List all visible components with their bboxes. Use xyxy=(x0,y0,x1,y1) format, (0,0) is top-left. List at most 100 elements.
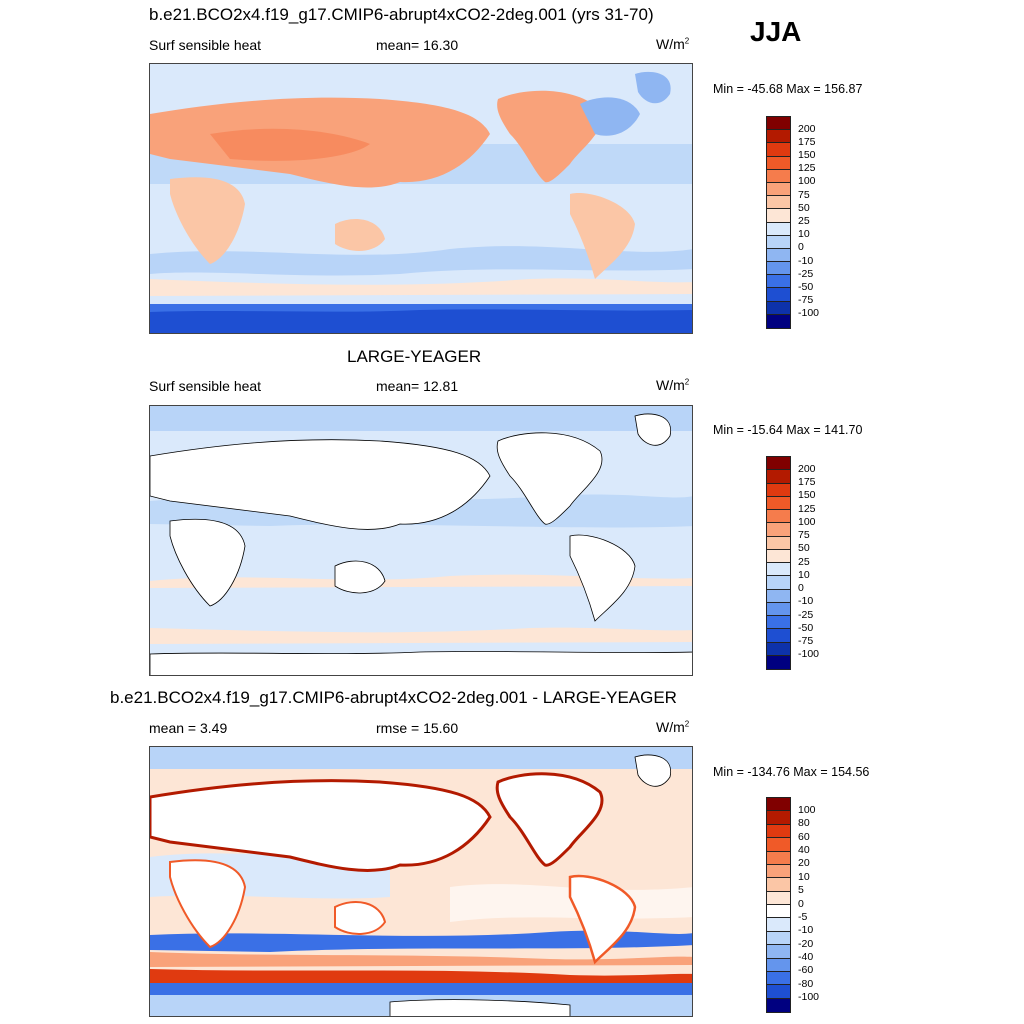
panel-2-units: W/m2 xyxy=(656,377,690,393)
colorbar-swatch xyxy=(767,549,790,563)
colorbar-tick-label: 10 xyxy=(798,228,810,241)
colorbar-swatch xyxy=(767,117,790,131)
colorbar-tick-label: 75 xyxy=(798,529,810,541)
colorbar-tick-label: -100 xyxy=(798,991,820,1004)
colorbar-swatch xyxy=(767,918,790,932)
colorbar-swatch xyxy=(767,209,790,223)
colorbar-tick-label: 0 xyxy=(798,897,804,910)
panel-2-mean-label: mean= 12.81 xyxy=(376,378,459,394)
colorbar-tick-label: 150 xyxy=(798,489,816,502)
panel-2-map xyxy=(149,405,693,676)
colorbar-tick-label: 60 xyxy=(798,830,810,843)
colorbar-tick-label: -25 xyxy=(798,267,814,280)
panel-3-min-max: Min = -134.76 Max = 154.56 xyxy=(713,765,870,779)
colorbar-swatch xyxy=(767,616,790,630)
colorbar-tick-label: -25 xyxy=(798,608,814,621)
panel-1-mean-label: mean= 16.30 xyxy=(376,37,459,53)
colorbar-swatch xyxy=(767,642,790,656)
colorbar-swatch xyxy=(767,971,790,986)
panel-3-rmse-label: rmse = 15.60 xyxy=(376,720,459,736)
colorbar-swatch xyxy=(767,156,790,170)
colorbar-swatch xyxy=(767,602,790,616)
panel-2-variable-label: Surf sensible heat xyxy=(149,378,262,394)
colorbar-swatch xyxy=(767,196,790,210)
panel-2-map-svg xyxy=(150,406,692,675)
colorbar-tick-label: -50 xyxy=(798,621,814,634)
colorbar-swatch xyxy=(767,314,790,328)
panel-3-map-svg xyxy=(150,747,692,1016)
colorbar-tick-label: 125 xyxy=(798,162,816,175)
colorbar-swatch xyxy=(767,878,790,892)
colorbar-swatch xyxy=(767,931,790,946)
colorbar-tick-label: 75 xyxy=(798,188,810,201)
panel-3-units: W/m2 xyxy=(656,719,690,735)
colorbar-swatch xyxy=(767,483,790,497)
colorbar-tick-label: -40 xyxy=(798,951,814,963)
colorbar-tick-label: 0 xyxy=(798,241,804,254)
colorbar-tick-label: 50 xyxy=(798,201,810,214)
colorbar-swatch xyxy=(767,864,790,879)
colorbar-swatch xyxy=(767,838,790,852)
colorbar-tick-label: 10 xyxy=(798,568,810,581)
colorbar-swatch xyxy=(767,998,790,1012)
panel-3-mean-label: mean = 3.49 xyxy=(149,720,228,736)
colorbar-swatch xyxy=(767,563,790,577)
colorbar-swatch xyxy=(767,248,790,263)
colorbar-tick-label: 100 xyxy=(798,803,816,816)
colorbar-swatch xyxy=(767,851,790,865)
colorbar-tick-label: -10 xyxy=(798,254,814,267)
colorbar-swatch xyxy=(767,905,790,919)
season-label: JJA xyxy=(750,16,802,47)
colorbar-tick-label: 100 xyxy=(798,175,816,188)
panel-2-colorbar xyxy=(766,456,791,670)
colorbar-swatch xyxy=(767,523,790,537)
colorbar-tick-label: -20 xyxy=(798,937,814,950)
colorbar-swatch xyxy=(767,457,790,471)
colorbar-swatch xyxy=(767,169,790,183)
colorbar-tick-label: 100 xyxy=(798,515,816,528)
colorbar-swatch xyxy=(767,589,790,603)
colorbar-tick-label: -100 xyxy=(798,648,820,661)
colorbar-swatch xyxy=(767,629,790,643)
colorbar-tick-label: 200 xyxy=(798,122,816,135)
colorbar-swatch xyxy=(767,275,790,289)
colorbar-swatch xyxy=(767,182,790,197)
panel-1-min-max: Min = -45.68 Max = 156.87 xyxy=(713,82,863,96)
colorbar-tick-label: -75 xyxy=(798,635,814,647)
colorbar-tick-label: 10 xyxy=(798,870,810,883)
colorbar-swatch xyxy=(767,288,790,302)
panel-2-title: LARGE-YEAGER xyxy=(347,347,482,366)
colorbar-tick-label: 175 xyxy=(798,135,816,148)
colorbar-swatch xyxy=(767,130,790,144)
colorbar-tick-label: 25 xyxy=(798,555,810,568)
panel-3-title: b.e21.BCO2x4.f19_g17.CMIP6-abrupt4xCO2-2… xyxy=(110,688,677,707)
panel-1-title: b.e21.BCO2x4.f19_g17.CMIP6-abrupt4xCO2-2… xyxy=(149,5,654,24)
colorbar-swatch xyxy=(767,576,790,590)
colorbar-tick-label: 0 xyxy=(798,582,804,594)
colorbar-swatch xyxy=(767,945,790,959)
colorbar-swatch xyxy=(767,470,790,484)
panel-1-units: W/m2 xyxy=(656,36,690,52)
colorbar-tick-label: -10 xyxy=(798,924,814,937)
colorbar-tick-label: -60 xyxy=(798,964,814,977)
colorbar-tick-label: 80 xyxy=(798,817,810,830)
colorbar-swatch xyxy=(767,985,790,999)
panel-3-colorbar xyxy=(766,797,791,1013)
colorbar-tick-label: 40 xyxy=(798,844,810,856)
panel-1-map-svg xyxy=(150,64,692,333)
panel-3-map xyxy=(149,746,693,1017)
colorbar-tick-label: 20 xyxy=(798,857,810,870)
colorbar-tick-label: 5 xyxy=(798,884,804,897)
panel-2-min-max: Min = -15.64 Max = 141.70 xyxy=(713,423,863,437)
colorbar-tick-label: -10 xyxy=(798,595,814,608)
colorbar-swatch xyxy=(767,222,790,236)
colorbar-swatch xyxy=(767,536,790,550)
colorbar-swatch xyxy=(767,958,790,972)
colorbar-tick-label: 200 xyxy=(798,462,816,475)
colorbar-tick-label: 25 xyxy=(798,215,810,227)
colorbar-tick-label: -75 xyxy=(798,294,814,307)
colorbar-swatch xyxy=(767,798,790,812)
colorbar-tick-label: 125 xyxy=(798,502,816,515)
panel-1-colorbar xyxy=(766,116,791,329)
colorbar-tick-label: 150 xyxy=(798,149,816,162)
